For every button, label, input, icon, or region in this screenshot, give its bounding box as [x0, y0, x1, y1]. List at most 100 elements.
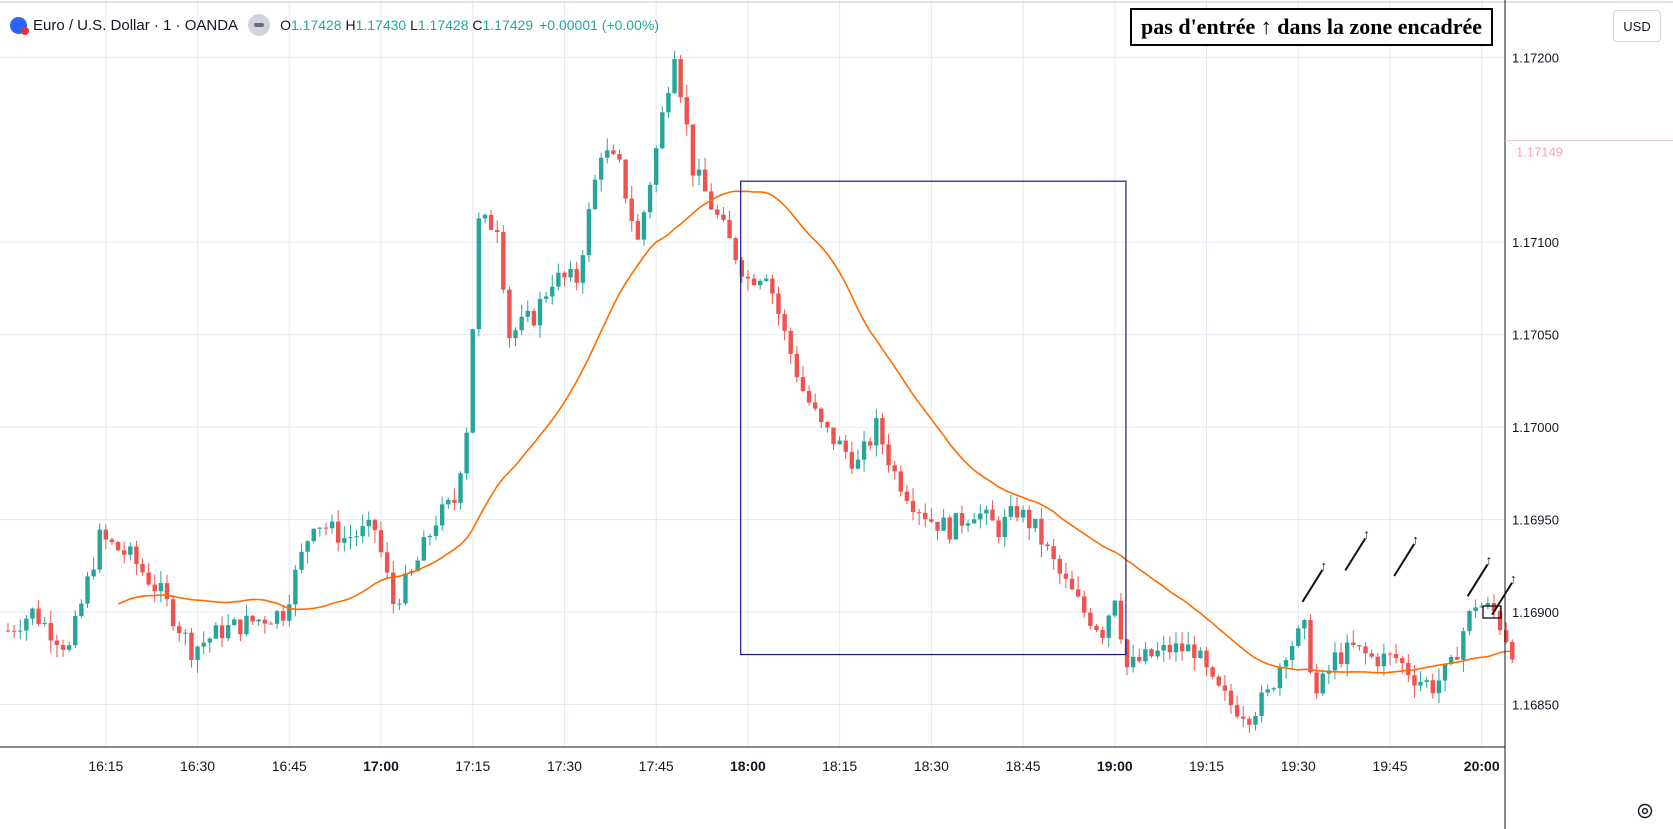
candle: [715, 204, 720, 219]
x-tick-label: 16:15: [88, 758, 123, 774]
candle: [1467, 609, 1472, 636]
candle: [782, 309, 787, 341]
candle: [1051, 538, 1056, 570]
candle-body: [1491, 603, 1497, 612]
candle-body: [256, 619, 261, 622]
candle-body: [892, 465, 897, 472]
candle: [183, 629, 188, 646]
candle-body: [586, 209, 592, 256]
candle: [207, 636, 212, 653]
candle: [238, 619, 243, 642]
candle-body: [598, 157, 604, 180]
moving-average-line: [117, 190, 1513, 674]
candle-body: [36, 608, 41, 625]
candle-body: [727, 219, 732, 239]
candle: [1057, 555, 1062, 585]
x-tick-label: 18:45: [1006, 758, 1041, 774]
candle-body: [1467, 610, 1472, 632]
candle-body: [146, 572, 151, 585]
candle: [36, 599, 41, 627]
candle: [219, 616, 225, 648]
candle: [819, 407, 824, 428]
annotation-arrow: ↑: [1393, 532, 1419, 577]
candle: [1045, 541, 1050, 551]
candle-body: [861, 441, 867, 460]
euro-dollar-flag-icon[interactable]: [10, 16, 29, 35]
candle: [1130, 644, 1136, 673]
candle-body: [201, 642, 206, 647]
candle: [1216, 674, 1221, 688]
candle-body: [513, 330, 518, 339]
candle: [776, 286, 781, 326]
candle-body: [1455, 656, 1460, 660]
candle-body: [1002, 516, 1007, 538]
candle-body: [880, 418, 885, 445]
candle-body: [806, 391, 812, 403]
candle-body: [1039, 518, 1044, 545]
gear-icon[interactable]: [1636, 802, 1654, 820]
candle: [525, 300, 530, 323]
candle-body: [446, 499, 451, 505]
candle-body: [1363, 646, 1368, 654]
candle-body: [770, 278, 775, 294]
candle: [470, 328, 475, 434]
candle-body: [819, 408, 824, 423]
candle-body: [134, 546, 139, 565]
candle: [1008, 494, 1014, 520]
candle: [849, 441, 855, 475]
candle: [79, 599, 84, 619]
candle-body: [1351, 642, 1356, 646]
candle-body: [1222, 685, 1228, 691]
candle-body: [458, 473, 463, 503]
x-tick-label: 19:45: [1372, 758, 1407, 774]
candle: [495, 220, 500, 244]
candle: [24, 614, 29, 641]
candle-body: [684, 97, 689, 125]
candle: [1424, 676, 1429, 688]
candle-body: [1069, 578, 1075, 590]
candle-body: [1296, 628, 1301, 647]
candle: [433, 515, 439, 540]
candle-body: [947, 517, 952, 540]
candle: [1027, 505, 1032, 541]
arrow-stem: [1466, 563, 1489, 597]
candle: [794, 345, 800, 383]
candle: [1253, 711, 1258, 731]
candle-body: [935, 521, 940, 531]
candle-body: [79, 603, 84, 617]
candle: [812, 393, 818, 412]
candle-body: [1314, 672, 1319, 694]
candle: [66, 641, 72, 652]
candle: [1314, 664, 1319, 700]
candle-body: [128, 546, 133, 555]
candle: [1332, 642, 1338, 680]
candle: [678, 55, 683, 103]
candle: [323, 522, 329, 536]
candle-body: [495, 229, 500, 233]
candle-body: [336, 521, 341, 543]
eye-hide-icon[interactable]: [248, 14, 271, 36]
candle: [764, 274, 769, 283]
candle: [1461, 627, 1466, 673]
currency-button[interactable]: USD: [1613, 10, 1661, 42]
candle: [1479, 602, 1484, 609]
candle-body: [85, 576, 90, 604]
candle: [140, 558, 145, 576]
candle: [1406, 653, 1411, 683]
symbol-title[interactable]: Euro / U.S. Dollar · 1 · OANDA: [33, 16, 239, 34]
candle-body: [531, 310, 537, 326]
candle: [1393, 643, 1399, 664]
candle-body: [929, 519, 934, 522]
candle-body: [666, 93, 671, 113]
candle-body: [1100, 630, 1105, 638]
candle: [458, 471, 463, 510]
candle-body: [348, 537, 353, 539]
candle-body: [244, 615, 249, 635]
candle: [42, 616, 47, 627]
candle-body: [152, 584, 157, 592]
current-price-label: 1.17149: [1516, 145, 1563, 160]
candle-body: [121, 550, 127, 555]
candle-body: [1173, 643, 1179, 653]
candle: [580, 250, 586, 294]
